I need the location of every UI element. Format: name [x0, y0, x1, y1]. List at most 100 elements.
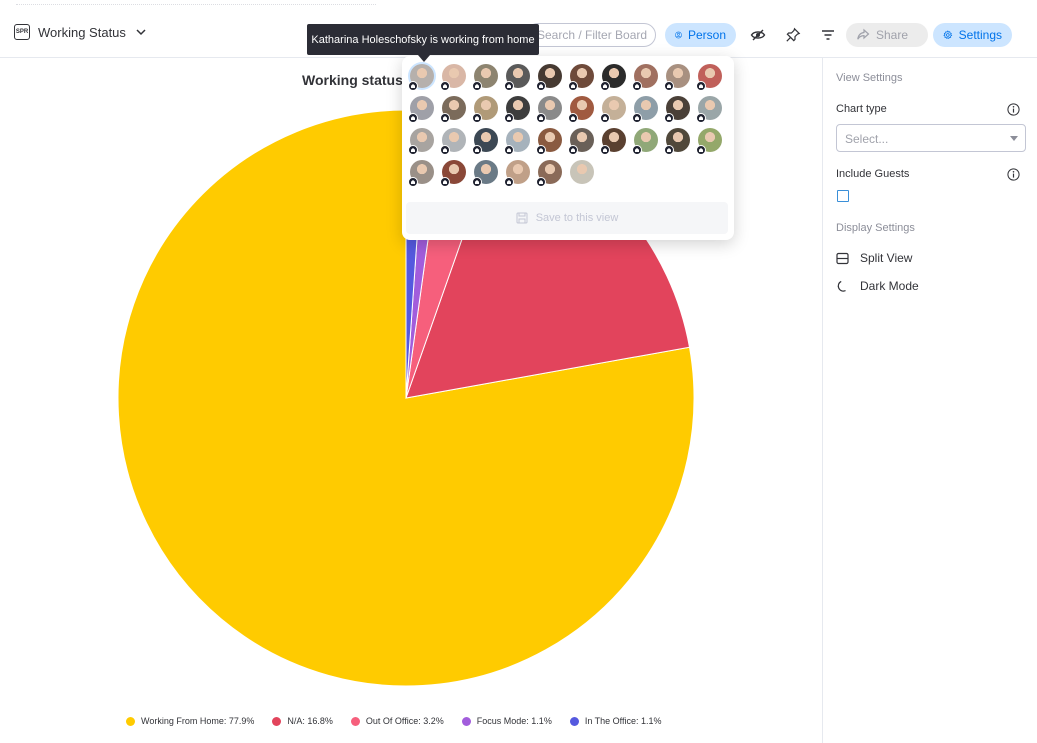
split-view-toggle[interactable]: Split View — [836, 251, 912, 265]
legend-label: Working From Home: 77.9% — [141, 716, 255, 726]
home-icon — [536, 145, 546, 155]
person-avatar[interactable] — [696, 96, 722, 123]
person-avatar[interactable] — [536, 160, 562, 187]
legend-item[interactable]: In The Office: 1.1% — [569, 716, 662, 726]
home-icon — [664, 145, 674, 155]
person-avatar[interactable] — [632, 96, 658, 123]
person-avatar[interactable] — [568, 64, 594, 91]
home-icon — [408, 113, 418, 123]
person-avatar[interactable] — [536, 64, 562, 91]
person-avatar[interactable] — [440, 96, 466, 123]
person-avatar[interactable] — [536, 96, 562, 123]
person-filter-label: Person — [687, 28, 726, 42]
search-input[interactable]: Search / Filter Board — [526, 23, 656, 47]
person-avatar[interactable] — [472, 128, 498, 155]
chart-area: Working status Working From Home: 77.9% N… — [0, 58, 822, 743]
person-avatar[interactable] — [696, 128, 722, 155]
chart-type-select[interactable]: Select... — [836, 124, 1026, 152]
person-avatar[interactable] — [408, 96, 434, 123]
view-name: Working Status — [38, 24, 126, 40]
person-avatar[interactable] — [408, 128, 434, 155]
home-icon — [504, 145, 514, 155]
person-avatar[interactable] — [440, 64, 466, 91]
dark-mode-toggle[interactable]: Dark Mode — [836, 279, 919, 293]
legend-item[interactable]: Working From Home: 77.9% — [126, 716, 254, 726]
person-avatar[interactable] — [504, 160, 530, 187]
person-avatar[interactable] — [664, 64, 690, 91]
chart-type-placeholder: Select... — [845, 132, 889, 146]
person-avatar[interactable] — [472, 160, 498, 187]
home-icon — [440, 81, 450, 91]
settings-panel: View Settings Chart type Select... Inclu… — [822, 58, 1037, 743]
person-avatar[interactable] — [600, 96, 626, 123]
include-guests-checkbox[interactable] — [837, 190, 849, 202]
person-avatar[interactable] — [664, 96, 690, 123]
home-icon — [664, 81, 674, 91]
share-label: Share — [876, 28, 909, 42]
home-icon — [440, 145, 450, 155]
legend-dot — [126, 716, 135, 726]
share-icon — [857, 28, 870, 40]
hide-button[interactable] — [749, 26, 767, 44]
person-filter-button[interactable]: Person — [665, 23, 736, 47]
legend-dot — [569, 716, 579, 726]
home-icon — [408, 81, 418, 91]
split-view-label: Split View — [860, 251, 913, 265]
display-settings-heading: Display Settings — [836, 222, 915, 234]
filter-icon — [822, 30, 834, 40]
view-settings-heading: View Settings — [836, 72, 903, 84]
chevron-down-icon — [136, 29, 146, 36]
caret-down-icon — [1010, 136, 1018, 141]
widget-icon: SPR — [14, 24, 30, 40]
split-view-icon — [836, 252, 849, 264]
info-icon[interactable] — [1007, 103, 1020, 116]
legend-item[interactable]: Out Of Office: 3.2% — [350, 716, 444, 726]
person-avatar[interactable] — [600, 64, 626, 91]
person-avatar[interactable] — [440, 128, 466, 155]
info-icon[interactable] — [1007, 168, 1020, 181]
person-avatar[interactable] — [504, 128, 530, 155]
person-avatar[interactable] — [440, 160, 466, 187]
pin-button[interactable] — [784, 26, 802, 44]
home-icon — [472, 81, 482, 91]
home-icon — [664, 113, 674, 123]
person-avatar[interactable] — [570, 160, 594, 184]
home-icon — [536, 81, 546, 91]
settings-button[interactable]: Settings — [933, 23, 1012, 47]
person-avatar[interactable] — [568, 96, 594, 123]
legend-label: In The Office: 1.1% — [584, 716, 662, 726]
home-icon — [632, 113, 642, 123]
home-icon — [696, 145, 706, 155]
person-avatar[interactable] — [536, 128, 562, 155]
chart-title: Working status — [302, 72, 403, 88]
person-avatar[interactable] — [632, 64, 658, 91]
person-avatar[interactable] — [408, 160, 434, 187]
person-avatar[interactable] — [632, 128, 658, 155]
home-icon — [632, 145, 642, 155]
divider — [16, 4, 376, 7]
legend-item[interactable]: Focus Mode: 1.1% — [461, 716, 552, 726]
person-filter-popover: Save to this view — [402, 56, 734, 240]
person-avatar[interactable] — [504, 96, 530, 123]
person-avatar[interactable] — [696, 64, 722, 91]
include-guests-label: Include Guests — [836, 168, 910, 180]
home-icon — [504, 113, 514, 123]
person-avatar[interactable] — [568, 128, 594, 155]
view-selector[interactable]: SPR Working Status — [14, 24, 148, 40]
person-avatar[interactable] — [600, 128, 626, 155]
save-icon — [516, 212, 528, 224]
person-avatar[interactable] — [504, 64, 530, 91]
legend-item[interactable]: N/A: 16.8% — [272, 716, 333, 726]
save-to-view-button[interactable]: Save to this view — [406, 202, 728, 234]
share-button[interactable]: Share — [846, 23, 928, 47]
legend-label: Focus Mode: 1.1% — [476, 716, 552, 726]
person-avatar[interactable] — [472, 96, 498, 123]
home-icon — [600, 81, 610, 91]
home-icon — [504, 177, 514, 187]
person-icon — [675, 31, 682, 39]
person-avatar[interactable] — [472, 64, 498, 91]
legend-dot — [461, 716, 471, 726]
person-avatar[interactable] — [408, 64, 434, 91]
filter-button[interactable] — [819, 26, 837, 44]
person-avatar[interactable] — [664, 128, 690, 155]
